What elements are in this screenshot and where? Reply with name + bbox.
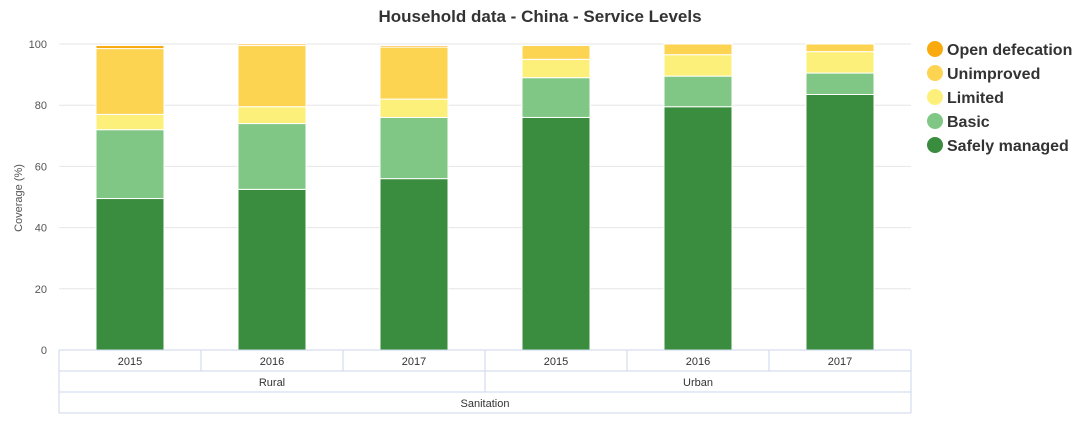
x-tick-label: 2016	[260, 356, 284, 368]
bars	[95, 43, 875, 351]
bar-segment-open-defecation	[95, 45, 165, 50]
x-group-label: Rural	[259, 377, 285, 389]
bar-segment-basic	[379, 116, 449, 180]
bar-segment-unimproved	[379, 46, 449, 100]
bar-segment-safely-managed	[663, 106, 733, 351]
legend-label: Limited	[947, 90, 1004, 107]
legend-marker	[927, 113, 943, 129]
legend-marker	[927, 65, 943, 81]
bar-segment-basic	[663, 75, 733, 108]
x-axis-grid: 2015 2016 2017 2015 2016 2017 Rural Urban Sanita…	[58, 349, 912, 414]
legend-item[interactable]: Unimproved	[927, 65, 1040, 83]
bar-segment-open-defecation	[237, 43, 307, 47]
bar-segment-safely-managed	[521, 116, 591, 351]
legend-item[interactable]: Limited	[927, 89, 1004, 107]
y-tick-label: 100	[29, 39, 47, 51]
legend: Open defecation Unimproved Limited Basic Saf…	[927, 41, 1072, 155]
bar-segment-limited	[521, 58, 591, 79]
bar-segment-basic	[521, 77, 591, 118]
bar-segment-safely-managed	[95, 198, 165, 351]
legend-marker	[927, 41, 943, 57]
y-tick-label: 80	[35, 100, 47, 112]
legend-marker	[927, 89, 943, 105]
bar-segment-open-defecation	[379, 45, 449, 48]
bar-segment-safely-managed	[379, 178, 449, 351]
bar-segment-unimproved	[95, 48, 165, 115]
y-tick-label: 20	[35, 284, 47, 296]
x-tick-label: 2017	[828, 356, 852, 368]
x-super-group-label: Sanitation	[461, 398, 510, 410]
legend-marker	[927, 137, 943, 153]
bar-segment-limited	[95, 113, 165, 131]
y-axis-label: Coverage (%)	[13, 164, 25, 232]
bar-segment-safely-managed	[237, 188, 307, 351]
x-tick-label: 2016	[686, 356, 710, 368]
y-tick-label: 0	[41, 345, 47, 357]
bar-segment-basic	[95, 129, 165, 200]
x-tick-label: 2015	[118, 356, 142, 368]
legend-label: Open defecation	[947, 42, 1072, 59]
legend-item[interactable]: Basic	[927, 113, 990, 131]
bar-segment-unimproved	[237, 45, 307, 108]
legend-item[interactable]: Safely managed	[927, 137, 1069, 155]
bar-segment-unimproved	[521, 45, 591, 60]
gridlines	[59, 43, 911, 290]
bar-segment-limited	[805, 51, 875, 74]
y-tick-label: 60	[35, 161, 47, 173]
y-tick-label: 40	[35, 223, 47, 235]
bar-segment-basic	[237, 123, 307, 190]
bar-segment-basic	[805, 72, 875, 95]
legend-item[interactable]: Open defecation	[927, 41, 1072, 59]
bar-segment-unimproved	[663, 43, 733, 56]
x-group-label: Urban	[683, 377, 713, 389]
y-axis-ticks: 0 20 40 60 80 100	[29, 39, 47, 357]
bar-segment-limited	[237, 106, 307, 125]
bar-segment-limited	[663, 54, 733, 77]
bar-segment-unimproved	[805, 43, 875, 53]
x-tick-label: 2015	[544, 356, 568, 368]
chart-title: Household data - China - Service Levels	[378, 7, 701, 26]
legend-label: Unimproved	[947, 66, 1040, 83]
legend-label: Basic	[947, 114, 990, 131]
bar-segment-limited	[379, 98, 449, 118]
x-tick-label: 2017	[402, 356, 426, 368]
bar-segment-safely-managed	[805, 93, 875, 351]
legend-label: Safely managed	[947, 138, 1069, 155]
